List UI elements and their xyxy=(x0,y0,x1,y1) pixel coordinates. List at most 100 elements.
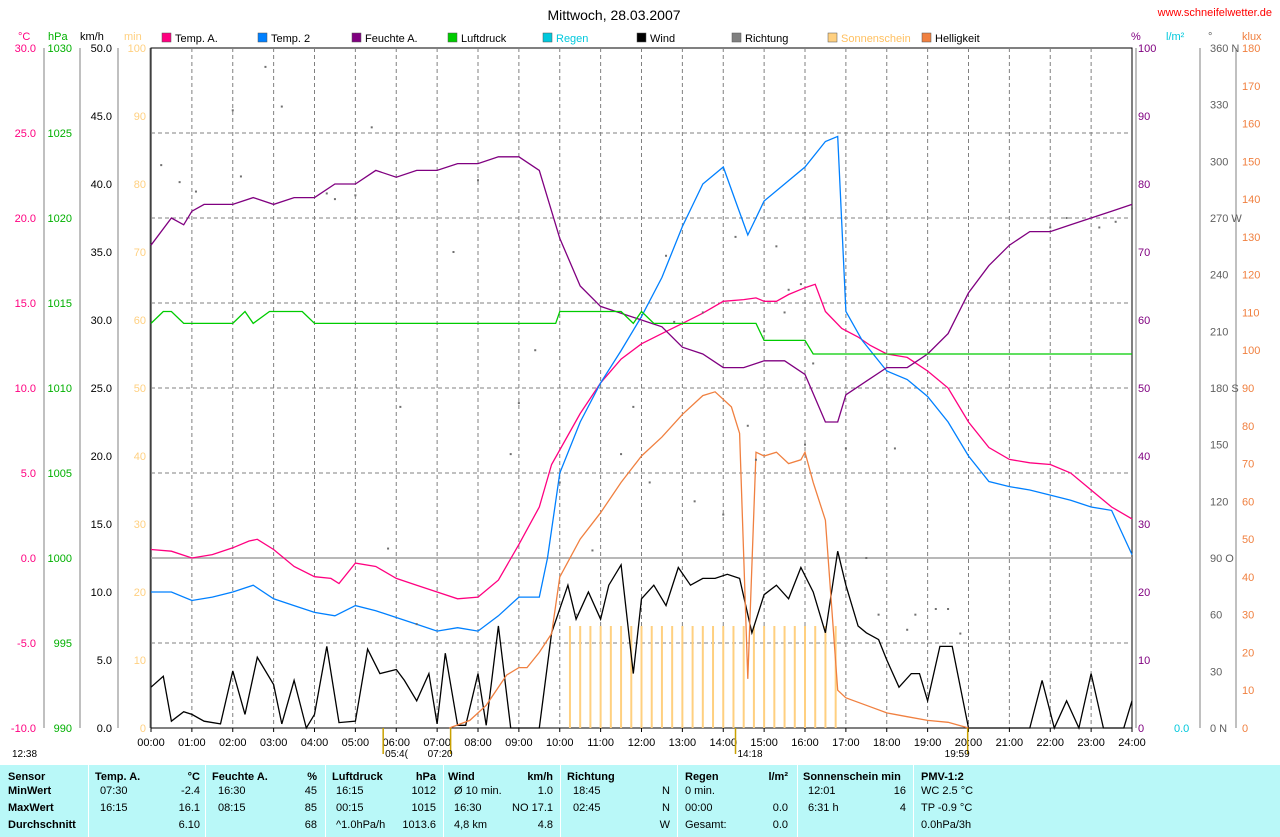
x-tick-label: 06:00 xyxy=(382,737,410,749)
axis-tick-temp: -10.0 xyxy=(11,723,36,735)
stats-sonne-value: 16 xyxy=(893,785,906,797)
stats-richtung-value: W xyxy=(659,819,670,831)
direction-point xyxy=(934,608,937,610)
direction-point xyxy=(239,175,242,178)
direction-point xyxy=(648,481,651,484)
axis-tick-kmh: 45.0 xyxy=(91,111,112,123)
axis-tick-dir: 300 xyxy=(1210,156,1228,168)
axis-tick-pct: 90 xyxy=(1138,111,1150,123)
direction-point xyxy=(632,405,635,408)
direction-point xyxy=(160,164,163,167)
direction-point xyxy=(558,481,561,484)
unit-hpa: hPa xyxy=(48,31,68,43)
x-tick-label: 04:00 xyxy=(301,737,329,749)
direction-point xyxy=(734,235,737,238)
axis-tick-temp: 0.0 xyxy=(21,553,36,565)
direction-point xyxy=(914,613,917,616)
direction-point xyxy=(534,349,537,352)
x-tick-label: 03:00 xyxy=(260,737,288,749)
axis-tick-klux: 20 xyxy=(1242,647,1254,659)
direction-point xyxy=(799,283,802,286)
direction-point xyxy=(693,500,696,503)
legend-swatch xyxy=(447,32,458,43)
axis-tick-kmh: 40.0 xyxy=(91,179,112,191)
direction-point xyxy=(763,330,766,333)
direction-point xyxy=(370,126,373,129)
stats-separator xyxy=(205,765,206,837)
direction-point xyxy=(1098,226,1101,229)
axis-units: °C hPa km/h min% l/m² ° klux xyxy=(18,31,1262,43)
direction-point xyxy=(947,608,950,610)
stats-luftdruck-value: 1015 xyxy=(411,802,436,814)
legend-label: Sonnenschein xyxy=(841,33,911,45)
stats-wind-value: NO 17.1 xyxy=(512,802,553,814)
axis-tick-klux: 160 xyxy=(1242,119,1260,131)
x-tick-label: 08:00 xyxy=(464,737,492,749)
direction-point xyxy=(1131,207,1133,210)
axis-tick-klux: 60 xyxy=(1242,496,1254,508)
stats-sonne-header: Sonnenschein min xyxy=(803,771,901,783)
stats-wind-unit: km/h xyxy=(527,771,553,783)
legend-swatch xyxy=(827,32,838,43)
x-tick-label: 18:00 xyxy=(873,737,901,749)
axis-tick-klux: 40 xyxy=(1242,572,1254,584)
stats-pmv-header: PMV-1:2 xyxy=(921,771,964,783)
watermark[interactable]: www.schneifelwetter.de xyxy=(1157,7,1272,19)
axis-tick-min: 80 xyxy=(134,179,146,191)
stats-pmv-row: WC 2.5 °C xyxy=(921,785,974,797)
direction-point xyxy=(906,628,909,631)
x-tick-label: 10:00 xyxy=(546,737,574,749)
axis-tick-pct: 30 xyxy=(1138,519,1150,531)
direction-point xyxy=(787,288,790,291)
axis-tick-klux: 30 xyxy=(1242,610,1254,622)
axis-tick-min: 0 xyxy=(140,723,146,735)
axis-tick-min: 90 xyxy=(134,111,146,123)
x-tick-label: 20:00 xyxy=(955,737,983,749)
stats-feuchte-value: 85 xyxy=(304,802,317,814)
x-tick-label: 00:00 xyxy=(137,737,165,749)
stats-temp-value: 6.10 xyxy=(178,819,200,831)
axis-tick-kmh: 30.0 xyxy=(91,315,112,327)
axis-tick-temp: 15.0 xyxy=(15,298,36,310)
axis-tick-hpa: 1000 xyxy=(48,553,72,565)
axis-tick-pct: 100 xyxy=(1138,43,1156,55)
legend-swatch xyxy=(161,32,172,43)
marker-moon: 12:38 xyxy=(12,749,37,760)
stats-richtung-value: N xyxy=(662,802,670,814)
unit-min: min xyxy=(124,31,142,43)
direction-point xyxy=(387,547,390,550)
stats-wind-time: 4,8 km xyxy=(454,819,488,831)
axis-tick-dir: 90 O xyxy=(1210,553,1234,565)
stats-richtung-time: 18:45 xyxy=(573,785,601,797)
direction-point xyxy=(178,181,181,184)
direction-point xyxy=(1049,226,1052,229)
axis-tick-klux: 150 xyxy=(1242,156,1260,168)
direction-point xyxy=(1065,217,1068,219)
series-wind xyxy=(150,551,1133,731)
axis-tick-dir: 180 S xyxy=(1210,383,1239,395)
unit-temp: °C xyxy=(18,31,30,43)
axis-tick-min: 20 xyxy=(134,587,146,599)
marker-sunrise: 05:4( xyxy=(385,749,408,760)
stats-feuchte-unit: % xyxy=(307,771,317,783)
legend-label: Temp. 2 xyxy=(271,33,310,45)
legend: Temp. A. Temp. 2 Feuchte A. Luftdruck Regen W… xyxy=(161,32,980,45)
direction-point xyxy=(746,424,749,427)
direction-point xyxy=(333,198,336,201)
axis-tick-klux: 170 xyxy=(1242,81,1260,93)
axis-tick-rain: 0.0 xyxy=(1174,723,1189,735)
axis-tick-klux: 130 xyxy=(1242,232,1260,244)
axis-tick-klux: 140 xyxy=(1242,194,1260,206)
x-tick-label: 07:00 xyxy=(423,737,451,749)
axis-tick-klux: 180 xyxy=(1242,43,1260,55)
axis-tick-hpa: 1010 xyxy=(48,383,72,395)
direction-point xyxy=(477,179,479,182)
axis-tick-pct: 70 xyxy=(1138,247,1150,259)
legend-label: Helligkeit xyxy=(935,33,980,45)
unit-dir: ° xyxy=(1208,31,1212,43)
x-axis: 00:00 01:00 02:00 03:00 04:00 05:00 06:00 07:00… xyxy=(137,728,1146,749)
direction-point xyxy=(665,254,668,257)
axis-tick-min: 70 xyxy=(134,247,146,259)
axis-tick-klux: 10 xyxy=(1242,685,1254,697)
direction-point xyxy=(775,245,778,248)
